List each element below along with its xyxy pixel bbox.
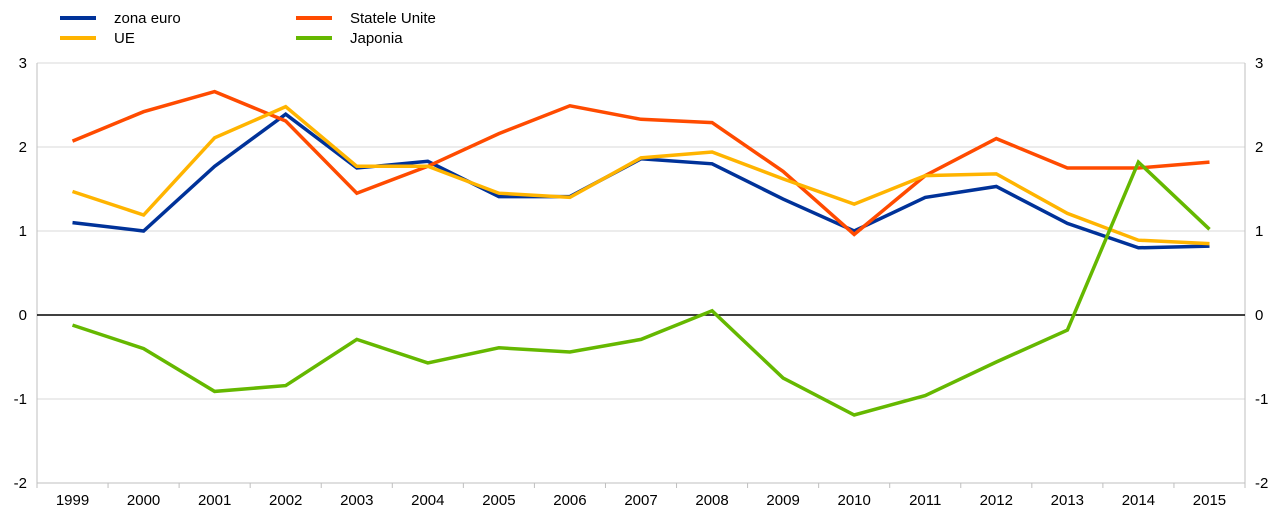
y-tick-label-left: 0 [19,307,27,324]
x-tick-label: 2002 [269,492,302,509]
y-axis-right-ticks: 3 2 1 0 -1 -2 [1255,55,1268,492]
y-tick-label-left: 3 [19,55,27,72]
x-tick-label: 2006 [553,492,586,509]
x-tick-label: 2015 [1193,492,1226,509]
legend-label-ue: UE [114,29,135,47]
legend-swatch-zona-euro [60,16,96,20]
x-tick-label: 2008 [695,492,728,509]
y-tick-label-right: 3 [1255,55,1263,72]
x-tick-label: 2000 [127,492,160,509]
x-tick-label: 2010 [837,492,870,509]
x-tick-label: 1999 [56,492,89,509]
y-tick-label-right: -2 [1255,475,1268,492]
x-tick-label: 2012 [980,492,1013,509]
legend-item-japonia: Japonia [296,28,403,48]
legend-label-zona-euro: zona euro [114,9,181,27]
x-tick-label: 2004 [411,492,444,509]
legend-label-japonia: Japonia [350,29,403,47]
axes [36,63,1246,488]
x-tick-label: 2007 [624,492,657,509]
y-axis-left-ticks: 3 2 1 0 -1 -2 [14,55,27,492]
y-tick-label-right: -1 [1255,391,1268,408]
x-tick-label: 2005 [482,492,515,509]
y-tick-label-left: -1 [14,391,27,408]
x-tick-label: 2011 [909,492,941,509]
series-lines [71,89,1211,417]
y-tick-label-left: -2 [14,475,27,492]
legend-item-ue: UE [60,28,135,48]
y-tick-label-right: 1 [1255,223,1263,240]
series-line-statele-unite [71,89,1210,237]
x-axis-ticks: 1999 2000 2001 2002 2003 2004 2005 2006 2007 2008… [56,492,1226,509]
legend-item-statele-unite: Statele Unite [296,8,436,28]
legend-swatch-ue [60,36,96,40]
legend: zona euro Statele Unite UE Japonia [60,8,520,58]
legend-swatch-statele-unite [296,16,332,20]
gridlines [37,62,1245,484]
x-tick-label: 2014 [1122,492,1155,509]
y-tick-label-left: 1 [19,223,27,240]
y-tick-label-right: 2 [1255,139,1263,156]
x-tick-label: 2013 [1051,492,1084,509]
legend-swatch-japonia [296,36,332,40]
x-tick-label: 2003 [340,492,373,509]
y-tick-label-left: 2 [19,139,27,156]
y-tick-label-right: 0 [1255,307,1263,324]
x-tick-label: 2001 [198,492,231,509]
x-tick-label: 2009 [766,492,799,509]
series-line-ue [71,104,1210,246]
series-line-japonia [71,159,1211,417]
legend-label-statele-unite: Statele Unite [350,9,436,27]
series-line-zona-euro [72,112,1210,250]
legend-item-zona-euro: zona euro [60,8,181,28]
